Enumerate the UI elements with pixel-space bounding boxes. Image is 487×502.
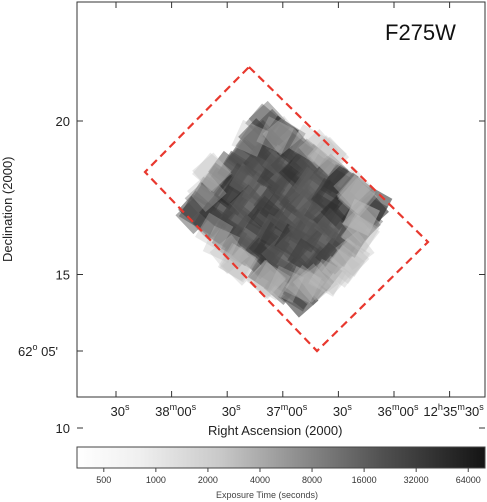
- exposure-tile-edge: [342, 199, 380, 237]
- exposure-tile-edge: [298, 128, 339, 169]
- exposure-tile-edge: [284, 265, 322, 304]
- y-tick-label: 15: [56, 268, 70, 283]
- exposure-tile-edge: [340, 214, 380, 254]
- colorbar-ticks: 500 1000 2000 4000 8000 16000 32000 64000: [96, 468, 481, 485]
- colorbar-tick-label: 4000: [250, 475, 270, 485]
- panel-title: F275W: [385, 20, 456, 45]
- x-tick-label: 37m00s: [266, 402, 307, 419]
- exposure-tile-edge: [202, 225, 240, 263]
- exposure-tile-edge: [321, 248, 361, 288]
- y-tick-label: 10: [56, 421, 70, 436]
- exposure-tile-edge: [195, 212, 234, 251]
- x-tick-label: 30s: [333, 402, 352, 419]
- footprint-outline: [143, 65, 430, 353]
- colorbar: [76, 446, 486, 469]
- exposure-tile-edge: [336, 174, 376, 214]
- colorbar-tick-label: 2000: [198, 475, 218, 485]
- exposure-tile-edge: [222, 246, 262, 286]
- colorbar-tick-label: 1000: [146, 475, 166, 485]
- exposure-tile: [352, 192, 389, 230]
- y-tick-label-bottom: 62o 05': [18, 342, 58, 359]
- x-axis-title: Right Ascension (2000): [208, 423, 342, 438]
- exposure-tile-edge: [219, 244, 258, 283]
- x-tick-label: 36m00s: [378, 402, 419, 419]
- exposure-tile-edge: [192, 152, 232, 193]
- exposure-tile-edge: [341, 213, 380, 253]
- exposure-tile-edge: [342, 198, 381, 236]
- exposure-tile-edge: [341, 204, 382, 244]
- x-tick-label: 12h35m30s: [423, 402, 484, 419]
- exposure-tile-edge: [335, 230, 375, 271]
- exposure-tile-edge: [298, 261, 339, 302]
- exposure-tile-edge: [231, 119, 269, 157]
- exposure-tile-edge: [209, 234, 249, 274]
- exposure-tile-edge: [325, 244, 365, 285]
- y-axis-title: Declination (2000): [0, 156, 15, 262]
- colorbar-title: Exposure Time (seconds): [216, 490, 318, 500]
- y-tick-label: 20: [56, 114, 70, 129]
- exposure-tile: [281, 280, 319, 318]
- exposure-tile-edge: [331, 238, 371, 277]
- x-tick-label: 30s: [111, 402, 130, 419]
- exposure-tile-edge: [329, 239, 370, 279]
- y-axis: 25201510: [56, 114, 485, 436]
- exposure-tile-edge: [256, 116, 294, 154]
- colorbar-tick-label: 32000: [404, 475, 429, 485]
- exposure-tile-edge: [252, 261, 291, 301]
- exposure-tile-edge: [187, 172, 227, 212]
- exposure-tile-edge: [308, 258, 347, 297]
- exposure-tile-edge: [309, 136, 350, 177]
- colorbar-tick-label: 64000: [456, 475, 481, 485]
- exposure-tile-edge: [192, 152, 232, 192]
- exposure-mosaic: [175, 100, 393, 318]
- exposure-tile-edge: [267, 265, 305, 303]
- colorbar-tick-label: 16000: [352, 475, 377, 485]
- exposure-tile-edge: [285, 264, 325, 305]
- exposure-tile-edge: [311, 255, 352, 296]
- exposure-tile: [290, 138, 328, 176]
- exposure-tile-edge: [246, 259, 287, 300]
- x-tick-label: 30s: [222, 402, 241, 419]
- colorbar-tick-label: 500: [96, 475, 111, 485]
- exposure-tile-edge: [292, 263, 333, 303]
- exposure-tile-edge: [337, 178, 378, 218]
- exposure-tile-edge: [262, 115, 302, 156]
- colorbar-tick-label: 8000: [302, 475, 322, 485]
- exposure-tile-edge: [246, 259, 286, 300]
- exposure-tile-edge: [307, 135, 347, 175]
- x-tick-label: 38m00s: [155, 402, 196, 419]
- exposure-tile-edge: [333, 167, 373, 207]
- x-axis: 30s 38m00s 30s 37m00s 30s 36m00s 12h35m30s: [111, 2, 484, 419]
- exposure-tile-edge: [336, 175, 377, 215]
- exposure-tile-edge: [217, 242, 257, 282]
